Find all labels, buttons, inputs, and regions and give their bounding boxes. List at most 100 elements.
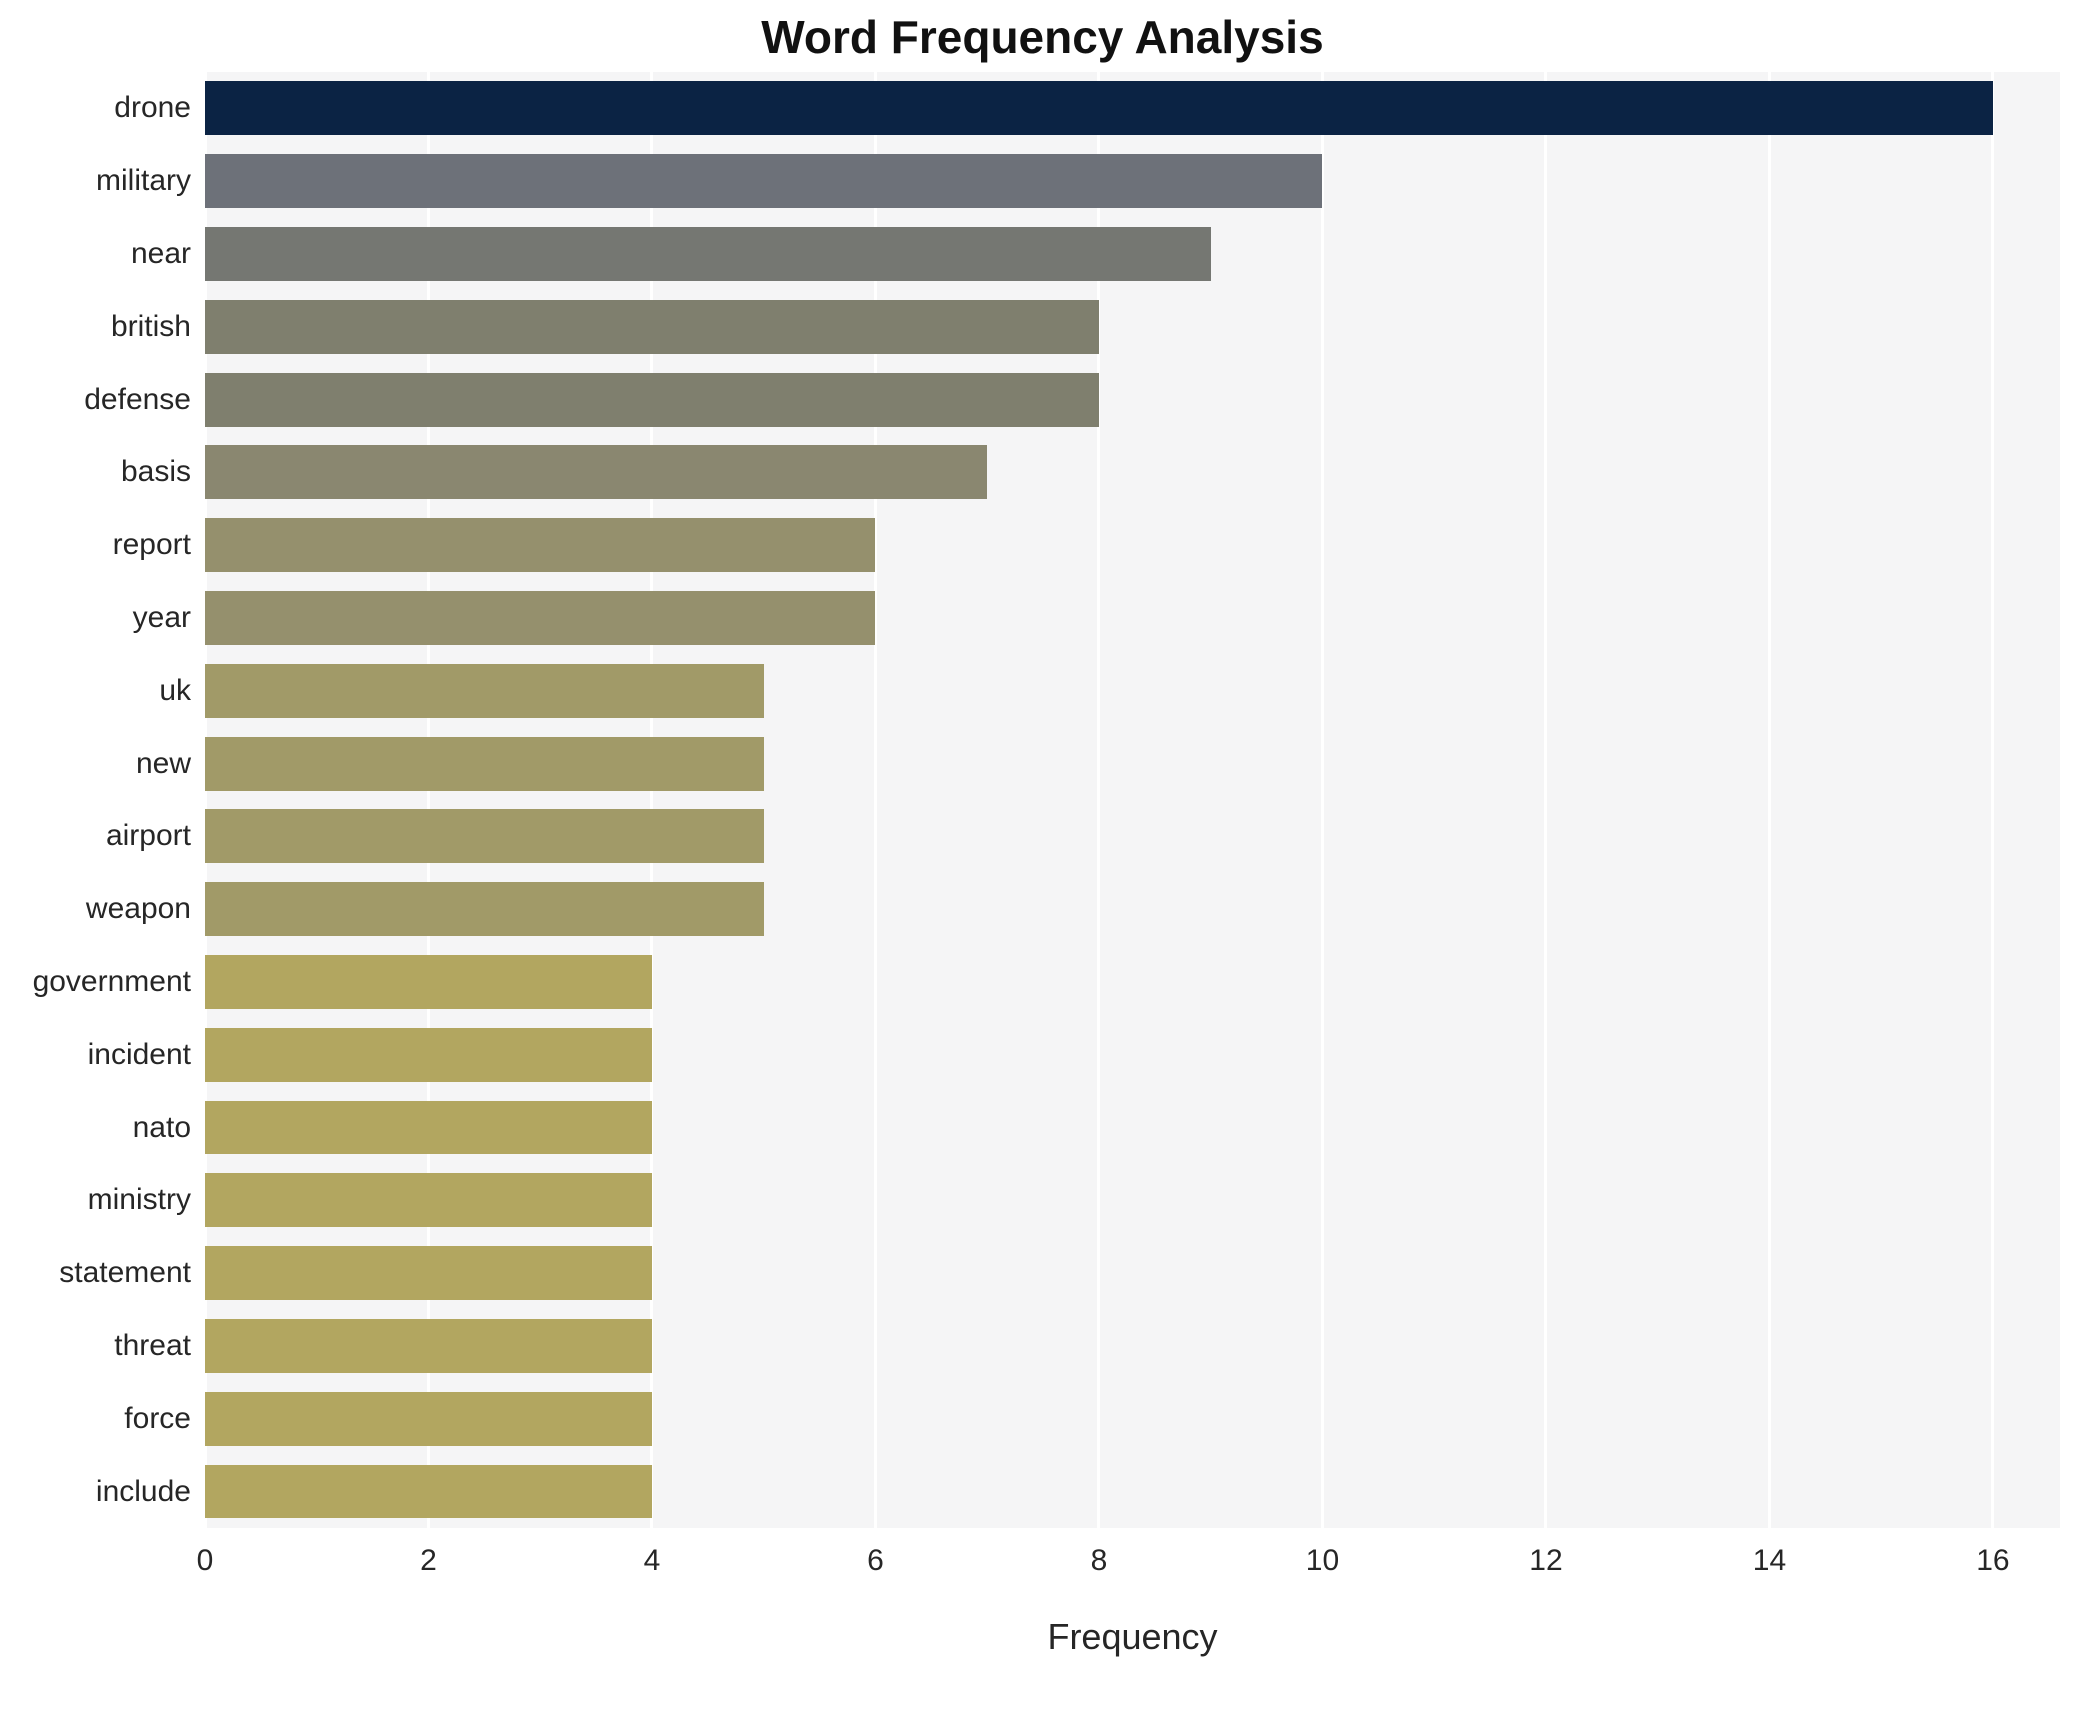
bar-row-uk: uk xyxy=(0,654,2060,727)
bar-row-airport: airport xyxy=(0,800,2060,873)
bar-track-basis xyxy=(205,436,2060,509)
bar-weapon xyxy=(205,882,764,937)
bar-basis xyxy=(205,445,988,500)
gridline-x-14 xyxy=(1767,72,1771,1528)
bar-row-british: british xyxy=(0,290,2060,363)
bar-row-nato: nato xyxy=(0,1091,2060,1164)
bar-track-military xyxy=(205,145,2060,218)
bar-track-uk xyxy=(205,654,2060,727)
bar-military xyxy=(205,154,1323,209)
bar-uk xyxy=(205,663,764,718)
category-label-force: force xyxy=(124,1401,191,1435)
bar-drone xyxy=(205,81,1993,136)
category-label-incident: incident xyxy=(87,1037,191,1071)
x-tick-label-10: 10 xyxy=(1305,1544,1340,1577)
category-label-airport: airport xyxy=(105,819,191,853)
bar-row-year: year xyxy=(0,582,2060,655)
gridline-x-6 xyxy=(873,72,877,1528)
bar-threat xyxy=(205,1319,652,1373)
category-label-report: report xyxy=(112,528,191,562)
category-label-year: year xyxy=(132,600,191,634)
x-axis-ticks: 0 2 4 6 8 10 12 14 16 xyxy=(197,1534,2060,1582)
category-label-near: near xyxy=(130,236,191,270)
category-label-nato: nato xyxy=(132,1110,191,1144)
bar-row-include: include xyxy=(0,1455,2060,1528)
x-axis-title: Frequency xyxy=(1047,1616,1218,1657)
x-tick-label-8: 8 xyxy=(1090,1544,1108,1577)
bar-statement xyxy=(205,1246,652,1301)
bar-include xyxy=(205,1464,652,1519)
bar-track-british xyxy=(205,290,2060,363)
category-label-military: military xyxy=(96,164,191,198)
bar-row-ministry: ministry xyxy=(0,1164,2060,1237)
bar-defense xyxy=(205,372,1099,427)
bar-row-drone: drone xyxy=(0,72,2060,145)
gridline-x-8 xyxy=(1097,72,1101,1528)
category-label-ministry: ministry xyxy=(87,1183,191,1217)
bar-row-basis: basis xyxy=(0,436,2060,509)
bar-track-airport xyxy=(205,800,2060,873)
bar-incident xyxy=(205,1027,652,1082)
x-tick-label-16: 16 xyxy=(1976,1544,2010,1577)
bar-row-government: government xyxy=(0,946,2060,1019)
bar-row-force: force xyxy=(0,1382,2060,1455)
category-label-include: include xyxy=(95,1474,191,1508)
x-tick-label-0: 0 xyxy=(196,1544,214,1577)
bar-track-statement xyxy=(205,1237,2060,1310)
x-tick-label-12: 12 xyxy=(1529,1544,1563,1577)
bar-nato xyxy=(205,1100,652,1155)
x-tick-label-2: 2 xyxy=(420,1544,437,1577)
category-label-statement: statement xyxy=(59,1256,191,1290)
category-label-new: new xyxy=(135,746,191,780)
bar-track-threat xyxy=(205,1310,2060,1383)
bar-row-near: near xyxy=(0,218,2060,291)
bar-track-report xyxy=(205,509,2060,582)
bar-row-defense: defense xyxy=(0,363,2060,436)
bar-force xyxy=(205,1391,652,1446)
bar-row-threat: threat xyxy=(0,1310,2060,1383)
x-tick-label-14: 14 xyxy=(1752,1544,1787,1577)
bar-track-defense xyxy=(205,363,2060,436)
bar-track-drone xyxy=(205,72,2060,145)
bar-track-force xyxy=(205,1382,2060,1455)
category-label-british: british xyxy=(110,309,191,343)
bar-rows: drone military near british defense basis repo… xyxy=(0,72,2060,1528)
bar-row-new: new xyxy=(0,727,2060,800)
gridline-x-16 xyxy=(1991,72,1995,1528)
gridline-x-12 xyxy=(1544,72,1548,1528)
category-label-threat: threat xyxy=(114,1328,191,1362)
bar-government xyxy=(205,955,652,1009)
category-label-drone: drone xyxy=(114,91,191,125)
bar-track-weapon xyxy=(205,873,2060,946)
bar-british xyxy=(205,299,1099,354)
bar-report xyxy=(205,518,876,573)
bar-year xyxy=(205,591,876,645)
x-tick-label-6: 6 xyxy=(867,1544,884,1577)
bar-track-ministry xyxy=(205,1164,2060,1237)
bar-new xyxy=(205,736,764,791)
category-label-basis: basis xyxy=(120,455,191,489)
bar-near xyxy=(205,227,1211,281)
gridline-x-2 xyxy=(426,72,430,1528)
bar-airport xyxy=(205,809,764,864)
bar-row-weapon: weapon xyxy=(0,873,2060,946)
bar-track-year xyxy=(205,582,2060,655)
bar-row-report: report xyxy=(0,509,2060,582)
gridline-x-10 xyxy=(1320,72,1324,1528)
gridline-x-0 xyxy=(203,72,207,1528)
x-tick-label-4: 4 xyxy=(643,1544,661,1577)
bar-track-nato xyxy=(205,1091,2060,1164)
bar-track-government xyxy=(205,946,2060,1019)
bar-row-statement: statement xyxy=(0,1237,2060,1310)
chart-title: Word Frequency Analysis xyxy=(761,11,1324,63)
gridline-x-4 xyxy=(650,72,654,1528)
bar-row-incident: incident xyxy=(0,1018,2060,1091)
category-label-government: government xyxy=(32,964,191,998)
category-label-defense: defense xyxy=(84,382,191,416)
bar-row-military: military xyxy=(0,145,2060,218)
bar-track-incident xyxy=(205,1018,2060,1091)
bar-track-new xyxy=(205,727,2060,800)
bar-track-near xyxy=(205,218,2060,291)
category-label-weapon: weapon xyxy=(85,892,191,926)
